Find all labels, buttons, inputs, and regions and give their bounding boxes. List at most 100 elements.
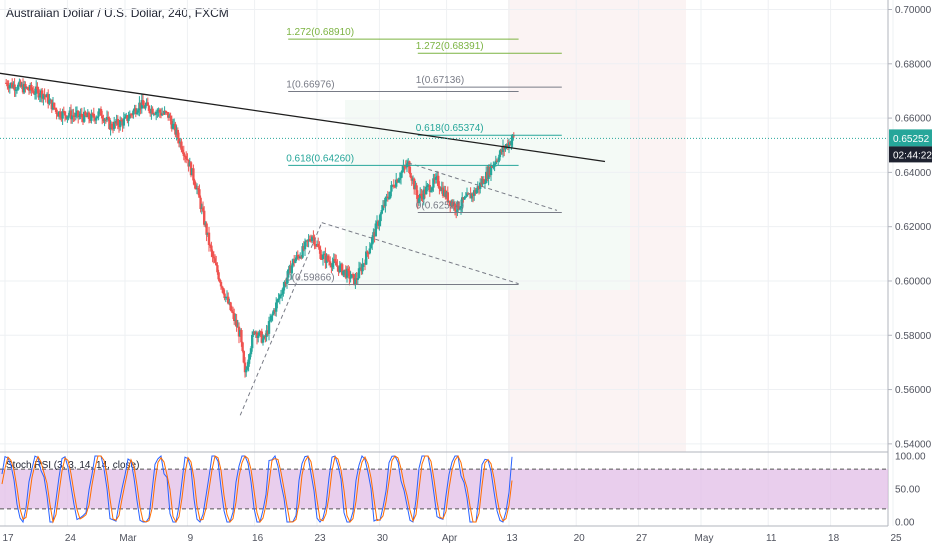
candle bbox=[47, 89, 50, 109]
candle-body bbox=[294, 259, 297, 263]
candle bbox=[43, 88, 46, 100]
candle-body bbox=[397, 179, 400, 183]
candle-body bbox=[155, 111, 158, 115]
x-tick-label: 24 bbox=[65, 533, 77, 544]
x-tick-label: Mar bbox=[119, 533, 137, 544]
candle-body bbox=[128, 114, 131, 119]
candle-body bbox=[194, 185, 197, 190]
candle-body bbox=[35, 86, 38, 94]
current-price-badge bbox=[889, 129, 932, 147]
candle-body bbox=[123, 116, 127, 119]
candle bbox=[422, 185, 425, 206]
candle bbox=[296, 250, 299, 260]
candle-body bbox=[413, 178, 416, 190]
candle-body bbox=[437, 175, 440, 186]
rsi-tick-label: 100.00 bbox=[895, 451, 926, 462]
dashed-trend-line[interactable] bbox=[408, 162, 558, 211]
x-tick-label: 20 bbox=[574, 533, 586, 544]
candle bbox=[425, 180, 428, 195]
candle-body bbox=[511, 135, 514, 141]
candle-body bbox=[342, 270, 345, 275]
candle-body bbox=[354, 278, 357, 285]
candle-body bbox=[139, 102, 142, 109]
candle bbox=[258, 329, 261, 337]
candle bbox=[438, 181, 441, 195]
candle-body bbox=[211, 251, 214, 257]
candle bbox=[319, 245, 322, 260]
candle bbox=[384, 196, 387, 213]
candle bbox=[199, 195, 202, 213]
candle-body bbox=[481, 179, 484, 185]
candle bbox=[371, 235, 374, 250]
candle-body bbox=[132, 110, 135, 115]
candle-body bbox=[331, 263, 334, 268]
candle-body bbox=[260, 331, 263, 343]
candle-body bbox=[218, 279, 221, 282]
candle-body bbox=[319, 249, 322, 259]
fib-level-label: 0.618(0.65374) bbox=[416, 123, 484, 134]
candle-body bbox=[428, 185, 431, 192]
candle-body bbox=[465, 193, 469, 197]
candle-body bbox=[275, 302, 278, 312]
candle-body bbox=[99, 108, 103, 116]
candle-body bbox=[137, 110, 140, 113]
candle-body bbox=[303, 241, 307, 250]
candle-body bbox=[33, 93, 37, 95]
candle-body bbox=[483, 182, 487, 184]
candle-body bbox=[151, 108, 154, 114]
candle bbox=[99, 106, 103, 116]
candle bbox=[177, 132, 181, 148]
candle-body bbox=[343, 269, 346, 271]
x-tick-label: 13 bbox=[506, 533, 518, 544]
candle-body bbox=[248, 354, 251, 360]
candle bbox=[431, 186, 434, 193]
dashed-trend-line[interactable] bbox=[321, 222, 519, 285]
candle bbox=[186, 153, 189, 161]
candle bbox=[386, 191, 389, 202]
candle-body bbox=[281, 293, 284, 295]
current-price-label: 0.65252 bbox=[893, 134, 930, 145]
candle bbox=[235, 313, 238, 332]
fib-level-label: 0(0.62524) bbox=[416, 201, 464, 212]
candle-body bbox=[379, 213, 382, 222]
candle-body bbox=[392, 184, 395, 187]
candle bbox=[283, 280, 286, 291]
candle-body bbox=[144, 105, 147, 109]
candle bbox=[211, 249, 214, 263]
candle-body bbox=[329, 261, 332, 266]
candle-body bbox=[110, 123, 113, 129]
candle-body bbox=[458, 208, 461, 210]
candle-body bbox=[19, 81, 22, 87]
candle-body bbox=[257, 335, 260, 338]
candle bbox=[66, 116, 69, 123]
y-tick-label: 0.62000 bbox=[895, 222, 932, 233]
candle-body bbox=[119, 119, 122, 128]
candle-body bbox=[432, 178, 435, 188]
descending-trendline[interactable] bbox=[0, 72, 606, 163]
candle-body bbox=[176, 129, 179, 139]
candle-body bbox=[459, 206, 463, 209]
candle bbox=[151, 106, 154, 115]
candle-body bbox=[497, 160, 500, 162]
candle-body bbox=[438, 185, 441, 189]
dashed-trend-line[interactable] bbox=[239, 222, 323, 416]
candle bbox=[357, 261, 361, 279]
candle-body bbox=[498, 154, 501, 161]
candle bbox=[134, 104, 137, 118]
candle-body bbox=[349, 277, 352, 279]
candle-body bbox=[186, 158, 189, 160]
candle bbox=[365, 246, 368, 266]
candle bbox=[215, 255, 218, 266]
candle bbox=[348, 266, 351, 286]
candle-body bbox=[272, 310, 275, 314]
candle-body bbox=[285, 277, 289, 284]
candle-body bbox=[122, 118, 125, 126]
candle bbox=[321, 251, 325, 266]
candle-body bbox=[95, 118, 98, 121]
candle-body bbox=[32, 91, 35, 94]
candle-body bbox=[201, 207, 205, 211]
candle-body bbox=[366, 251, 369, 253]
candle bbox=[23, 80, 26, 95]
candle-body bbox=[361, 264, 364, 272]
